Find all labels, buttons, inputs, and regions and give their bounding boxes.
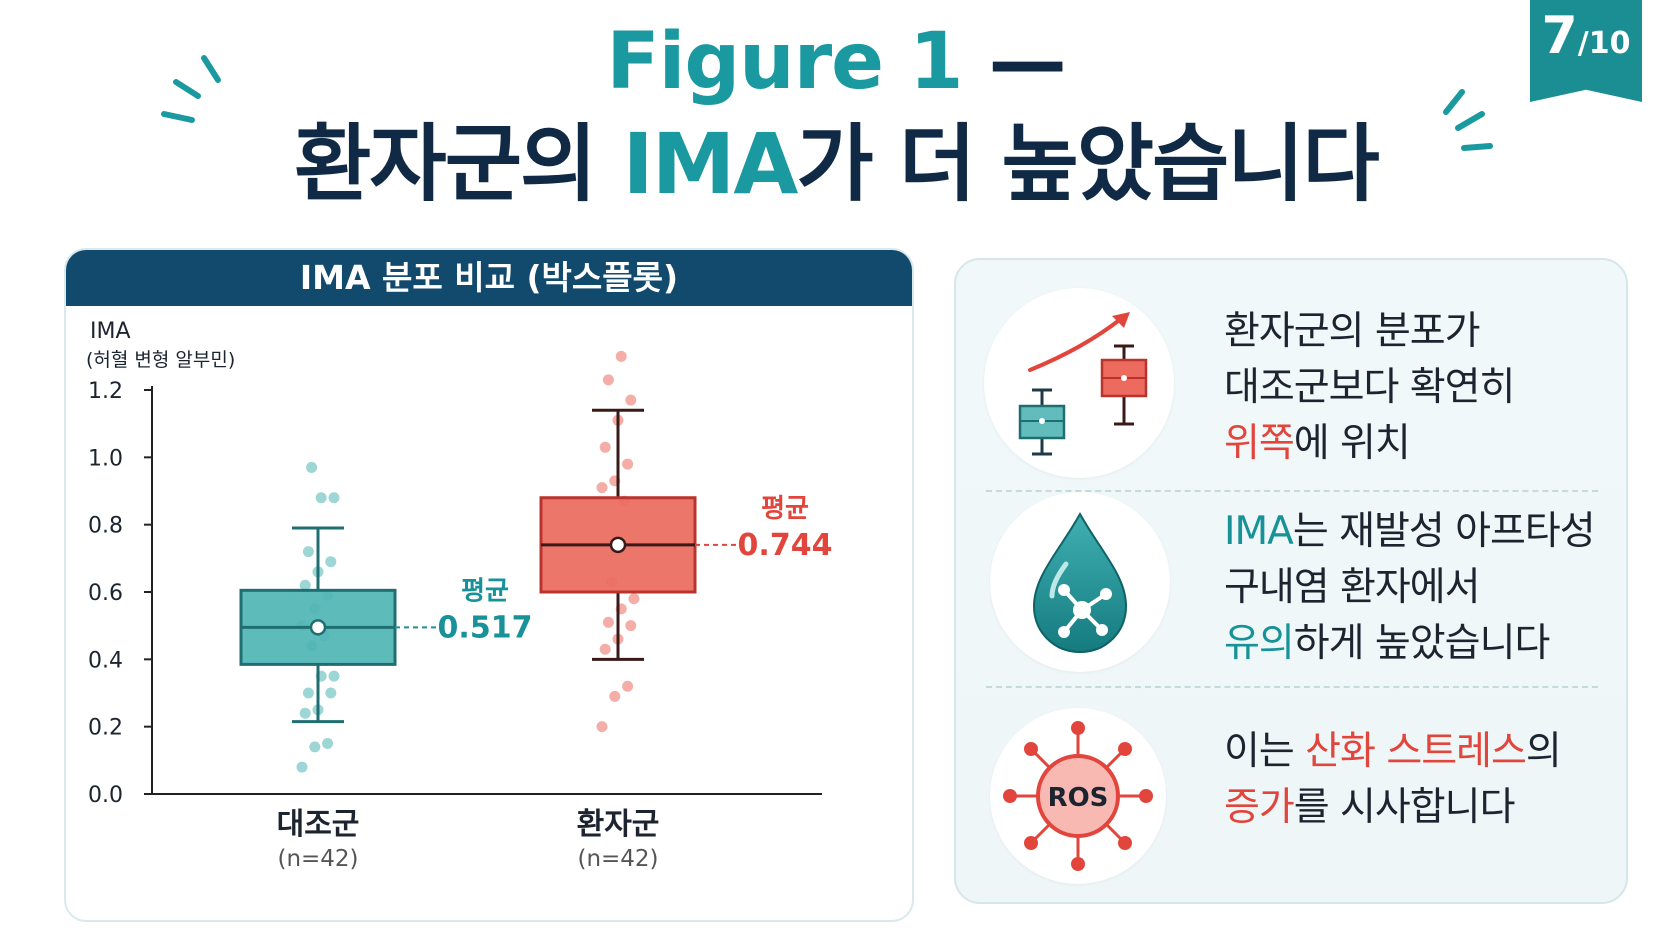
category-n-label: (n=42) [577, 846, 658, 872]
data-point [596, 721, 608, 733]
data-point [628, 593, 640, 605]
data-point [328, 492, 340, 504]
y-tick-label: 1.2 [88, 379, 123, 404]
mean-marker [609, 536, 627, 554]
y-tick-label: 0.2 [88, 716, 123, 741]
data-point [302, 546, 314, 558]
y-axis-label: IMA [90, 319, 131, 344]
sparkle-left-icon [161, 55, 221, 123]
data-point [299, 707, 311, 719]
y-axis-sublabel: (허혈 변형 알부민) [86, 349, 235, 371]
data-point [622, 680, 634, 692]
finding-2-line-3-segment-2: 하게 높았습니다 [1293, 621, 1551, 666]
data-point [599, 441, 611, 453]
figure-label: Figure 1 [606, 17, 963, 107]
data-point [602, 374, 614, 386]
data-point [615, 350, 627, 362]
data-point [625, 394, 637, 406]
data-point [322, 738, 334, 749]
finding-2-icon-bg [990, 492, 1170, 672]
finding-1-line-2: 대조군보다 확연히 [1224, 360, 1614, 416]
box-group-1: 평균 0.517 대조군 (n=42) [239, 461, 533, 872]
page-title-line2: 환자군의 IMA가 더 높았습니다 [0, 118, 1672, 210]
data-point [599, 643, 611, 655]
y-tick-label: 0.6 [88, 581, 123, 606]
finding-1-icon-bg [984, 288, 1174, 478]
finding-3-text: 이는 산화 스트레스의 증가를 시사합니다 [1224, 724, 1614, 836]
finding-divider-1 [986, 490, 1598, 492]
data-point [602, 616, 614, 628]
ros-label: ROS [1048, 783, 1109, 813]
finding-1-line-3-segment-2: 에 위치 [1293, 421, 1411, 466]
data-point [609, 690, 621, 702]
droplet-molecule-icon [1032, 511, 1128, 654]
data-point [328, 670, 340, 682]
title-accent: IMA [622, 115, 799, 213]
finding-1-line-1: 환자군의 분포가 [1224, 304, 1614, 360]
data-point [299, 579, 311, 591]
y-tick-label: 0.0 [88, 783, 123, 808]
mean-label: 평균 [761, 494, 809, 524]
mean-marker [309, 619, 327, 636]
sparkle-right-icon [1443, 89, 1493, 151]
ros-molecule-icon: ROS [1003, 721, 1153, 871]
finding-2-line-2: 구내염 환자에서 [1224, 560, 1614, 616]
data-point [325, 687, 337, 699]
y-tick-label: 1.0 [88, 446, 123, 471]
page-number-badge: 7/10 [1530, 0, 1642, 102]
chart-panel: IMA 분포 비교 (박스플롯) IMA (허혈 변형 알부민) 0.0 0.2 0… [64, 248, 914, 922]
data-point [625, 620, 637, 632]
category-n-label: (n=42) [277, 846, 358, 872]
title-suffix: 가 더 높았습니다 [796, 115, 1379, 213]
finding-divider-2 [986, 686, 1598, 688]
data-point [306, 461, 318, 473]
data-point [302, 687, 314, 699]
boxplot-chart: IMA (허혈 변형 알부민) 0.0 0.2 0.4 0.6 0.8 1.0 1.2 평균… [86, 319, 833, 872]
finding-3-line-1-segment-2: 산화 스트레스 [1305, 729, 1527, 774]
finding-2-line-3-segment-1: 유의 [1224, 621, 1295, 666]
finding-3-line-2-segment-2: 를 시사합니다 [1293, 785, 1516, 830]
y-tick-label: 0.4 [88, 648, 123, 673]
finding-3-icon-bg: ROS [990, 708, 1166, 884]
finding-1-line-1-segment-1: 환자군의 분포가 [1224, 309, 1481, 354]
data-point [315, 492, 327, 504]
finding-3-line-2: 증가를 시사합니다 [1224, 780, 1614, 836]
mean-label: 평균 [461, 576, 509, 606]
category-label: 환자군 [577, 807, 660, 842]
finding-2-line-2-segment-1: 구내염 환자에서 [1224, 565, 1481, 610]
page-total: /10 [1577, 26, 1631, 61]
y-tick-label: 0.8 [88, 514, 123, 539]
finding-2-line-1-segment-2: 는 재발성 아프타성 [1292, 509, 1596, 554]
category-label: 대조군 [277, 807, 360, 842]
box-group-2: 평균 0.744 환자군 (n=42) [539, 350, 833, 872]
data-point [596, 482, 608, 494]
finding-2-line-1-segment-1: IMA [1224, 509, 1294, 554]
finding-1-line-3: 위쪽에 위치 [1224, 416, 1614, 472]
finding-2-line-3: 유의하게 높았습니다 [1224, 616, 1614, 672]
finding-3-line-2-segment-1: 증가 [1224, 785, 1295, 830]
finding-1-line-3-segment-1: 위쪽 [1224, 421, 1295, 466]
page-current: 7 [1541, 6, 1578, 66]
data-point [309, 741, 321, 753]
finding-3-line-1: 이는 산화 스트레스의 [1224, 724, 1614, 780]
data-point [325, 556, 337, 568]
page-title-line1: Figure 1 — [0, 17, 1672, 107]
mean-value-label: 0.517 [438, 610, 533, 645]
finding-1-line-2-segment-1: 대조군보다 확연히 [1224, 365, 1515, 410]
finding-2-line-1: IMA는 재발성 아프타성 [1224, 504, 1614, 560]
title-prefix: 환자군의 [294, 115, 623, 213]
data-point [622, 458, 634, 470]
chart-panel-header: IMA 분포 비교 (박스플롯) [66, 250, 912, 306]
mean-value-label: 0.744 [738, 528, 833, 563]
finding-3-line-1-segment-1: 이는 [1224, 729, 1306, 774]
data-point [296, 761, 308, 773]
finding-3-line-1-segment-3: 의 [1525, 729, 1562, 774]
title-dash: — [988, 17, 1067, 107]
boxplot-trend-icon [1018, 312, 1148, 456]
